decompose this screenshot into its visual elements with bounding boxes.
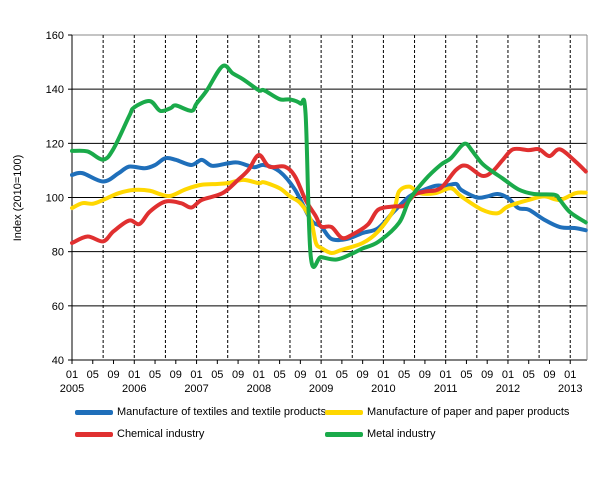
legend-swatch — [75, 431, 113, 437]
x-month-label: 09 — [232, 369, 244, 381]
x-month-label: 05 — [149, 369, 161, 381]
x-month-label: 01 — [253, 369, 265, 381]
x-year-label: 2012 — [496, 383, 520, 395]
x-month-label: 05 — [523, 369, 535, 381]
x-month-label: 01 — [564, 369, 576, 381]
legend-label: Manufacture of paper and paper products — [367, 406, 570, 418]
x-year-label: 2006 — [122, 383, 146, 395]
legend-label: Metal industry — [367, 428, 436, 440]
series-line-3 — [70, 63, 588, 269]
x-year-label: 2005 — [60, 383, 84, 395]
x-year-label: 2010 — [371, 383, 395, 395]
x-month-label: 09 — [357, 369, 369, 381]
x-month-label: 01 — [440, 369, 452, 381]
x-month-label: 01 — [190, 369, 202, 381]
x-month-label: 05 — [211, 369, 223, 381]
x-month-label: 01 — [502, 369, 514, 381]
y-tick-label: 60 — [52, 301, 64, 313]
x-month-label: 09 — [419, 369, 431, 381]
x-month-label: 09 — [170, 369, 182, 381]
x-month-label: 09 — [481, 369, 493, 381]
y-tick-label: 40 — [52, 355, 64, 367]
x-year-label: 2013 — [558, 383, 582, 395]
legend-label: Chemical industry — [117, 428, 205, 440]
x-month-label: 01 — [377, 369, 389, 381]
x-year-label: 2008 — [247, 383, 271, 395]
x-year-label: 2011 — [434, 383, 458, 395]
x-month-label: 09 — [294, 369, 306, 381]
y-axis-label: Index (2010=100) — [12, 155, 24, 242]
y-tick-label: 120 — [46, 138, 64, 150]
x-year-label: 2009 — [309, 383, 333, 395]
legend-swatch — [325, 409, 363, 415]
series-line-0 — [70, 155, 588, 243]
legend-item-textiles: Manufacture of textiles and textile prod… — [75, 406, 326, 418]
x-month-label: 05 — [273, 369, 285, 381]
x-month-label: 09 — [107, 369, 119, 381]
legend-item-metal: Metal industry — [325, 428, 435, 440]
legend-swatch — [75, 409, 113, 415]
x-month-label: 09 — [543, 369, 555, 381]
series-line-1 — [70, 177, 588, 256]
x-month-label: 01 — [66, 369, 78, 381]
x-month-label: 05 — [460, 369, 472, 381]
y-tick-label: 160 — [46, 30, 64, 42]
legend-item-chemical: Chemical industry — [75, 428, 204, 440]
y-tick-label: 80 — [52, 247, 64, 259]
x-year-label: 2007 — [184, 383, 208, 395]
legend-item-paper: Manufacture of paper and paper products — [325, 406, 569, 418]
x-month-label: 01 — [315, 369, 327, 381]
x-month-label: 05 — [336, 369, 348, 381]
x-month-label: 01 — [128, 369, 140, 381]
series-lines — [70, 63, 588, 269]
series-line-2 — [70, 146, 588, 245]
x-month-label: 05 — [87, 369, 99, 381]
legend-swatch — [325, 431, 363, 437]
legend-label: Manufacture of textiles and textile prod… — [117, 406, 327, 418]
y-tick-label: 100 — [46, 193, 64, 205]
y-tick-label: 140 — [46, 84, 64, 96]
x-month-label: 05 — [398, 369, 410, 381]
